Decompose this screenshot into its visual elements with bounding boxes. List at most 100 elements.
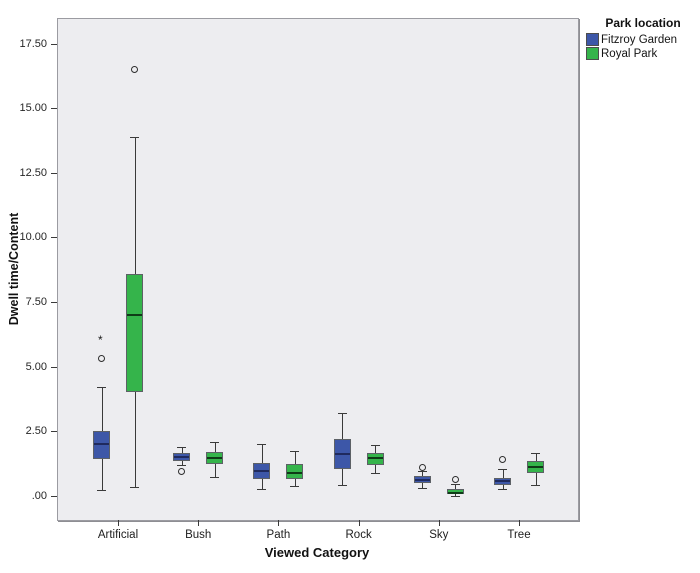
y-tick-label: 5.00 <box>25 360 47 373</box>
x-axis-tick <box>519 520 520 526</box>
whisker-lower <box>181 460 183 465</box>
x-axis-title: Viewed Category <box>264 545 370 560</box>
median-line <box>254 470 270 473</box>
y-tick-label: 2.50 <box>25 425 47 438</box>
legend-title: Park location <box>605 16 681 30</box>
whisker-upper <box>134 136 136 274</box>
whisker-upper <box>342 412 344 439</box>
median-line <box>528 465 543 468</box>
box-fitzroy-garden <box>93 431 110 460</box>
x-tick-label: Rock <box>345 529 372 541</box>
whisker-cap-upper <box>290 450 300 452</box>
whisker-cap-lower <box>177 464 187 466</box>
whisker-cap-lower <box>97 490 106 492</box>
whisker-upper <box>214 441 216 452</box>
whisker-lower <box>101 459 103 491</box>
outlier-circle <box>451 475 459 483</box>
whisker-cap-lower <box>370 472 380 474</box>
whisker-cap-upper <box>210 441 220 443</box>
whisker-cap-upper <box>97 387 106 389</box>
box-royal-park <box>126 273 143 393</box>
median-line <box>94 442 109 445</box>
y-axis-tick <box>51 366 57 368</box>
plot-area: .00 2.50 5.00 7.50 10.00 12.50 15.00 17.50 Artif… <box>19 18 579 541</box>
median-line <box>495 479 510 482</box>
outlier-circle <box>98 355 105 363</box>
legend-swatch-icon <box>586 47 599 60</box>
median-line <box>447 491 463 494</box>
legend-label: Royal Park <box>601 47 658 60</box>
x-axis-tick <box>358 520 360 526</box>
box-royal-park <box>286 464 304 480</box>
whisker-lower <box>294 479 296 487</box>
whisker-cap-upper <box>177 446 187 448</box>
x-tick-label: Artificial <box>97 529 139 541</box>
y-axis-tick <box>51 43 57 45</box>
whisker-upper <box>294 450 296 465</box>
whisker-cap-upper <box>130 136 139 138</box>
whisker-upper <box>455 483 457 489</box>
median-line <box>334 453 350 456</box>
x-axis-tick <box>438 520 440 526</box>
whisker-upper <box>422 471 424 476</box>
y-axis-tick <box>51 431 57 433</box>
outlier-circle <box>178 467 186 475</box>
whisker-cap-upper <box>257 443 267 445</box>
y-axis-tick <box>51 237 57 239</box>
outlier-asterisk: * <box>98 333 103 348</box>
median-line <box>287 471 303 474</box>
median-line <box>414 478 430 481</box>
outlier-circle <box>131 66 138 74</box>
whisker-lower <box>261 479 263 489</box>
outlier-circle <box>499 455 506 463</box>
y-tick-label: 17.50 <box>19 37 47 50</box>
box-royal-park <box>366 452 384 465</box>
y-axis-tick <box>51 495 57 497</box>
median-line <box>127 313 142 316</box>
legend-entry: Fitzroy Garden <box>586 33 700 46</box>
median-line <box>367 456 383 459</box>
x-tick-label: Tree <box>507 529 531 541</box>
y-tick-label: .00 <box>31 489 47 502</box>
whisker-upper <box>375 444 377 453</box>
median-line <box>207 456 223 459</box>
y-axis-tick <box>51 301 57 303</box>
x-axis-tick <box>278 520 280 526</box>
whisker-upper <box>101 387 103 432</box>
median-line <box>174 455 190 458</box>
legend-label: Fitzroy Garden <box>601 33 678 46</box>
whisker-cap-lower <box>450 495 460 497</box>
whisker-lower <box>502 485 504 489</box>
whisker-cap-lower <box>337 485 347 486</box>
legend-entry: Royal Park <box>586 47 700 60</box>
whisker-lower <box>455 494 457 496</box>
whisker-lower <box>342 469 344 485</box>
y-axis-title: Dwell time/Content <box>7 212 21 326</box>
whisker-cap-lower <box>531 485 540 486</box>
x-axis-tick <box>198 520 200 526</box>
whisker-cap-lower <box>257 488 267 490</box>
y-axis-tick <box>51 172 57 174</box>
whisker-cap-lower <box>417 488 427 490</box>
whisker-cap-upper <box>531 452 540 454</box>
whisker-cap-upper <box>370 444 380 446</box>
x-tick-label: Bush <box>185 529 212 541</box>
whisker-lower <box>134 392 136 488</box>
whisker-upper <box>261 443 263 464</box>
whisker-upper <box>502 469 504 479</box>
legend: Park location Fitzroy Garden Royal Park <box>586 16 700 61</box>
y-tick-label: 15.00 <box>19 102 47 115</box>
x-axis-tick <box>118 520 119 526</box>
whisker-cap-lower <box>210 477 220 478</box>
y-tick-label: 7.50 <box>25 295 47 308</box>
x-tick-label: Sky <box>429 529 449 541</box>
whisker-lower <box>535 472 537 485</box>
whisker-upper <box>535 452 537 461</box>
whisker-lower <box>422 482 424 489</box>
legend-swatch-icon <box>586 33 599 46</box>
whisker-cap-lower <box>498 488 507 490</box>
y-tick-label: 10.00 <box>19 231 47 244</box>
y-axis-tick <box>51 108 57 110</box>
whisker-cap-upper <box>450 483 460 485</box>
